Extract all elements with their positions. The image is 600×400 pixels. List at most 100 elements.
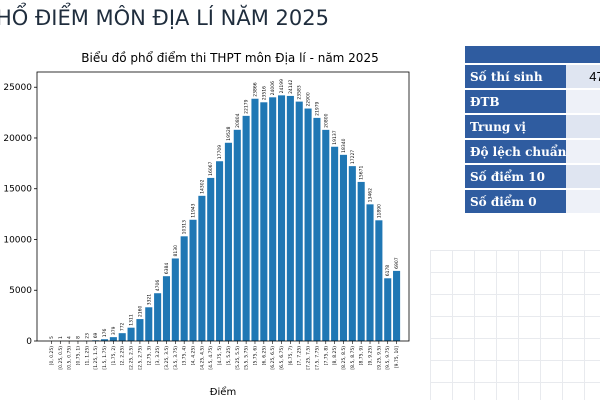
stats-row: Trung vị: [465, 115, 600, 138]
bar-value-label: 16067: [208, 161, 214, 175]
x-tick-label: [8, 8.25): [332, 346, 338, 365]
bar: [375, 220, 383, 341]
bar: [233, 129, 241, 341]
stats-row: Độ lệch chuẩn: [465, 140, 600, 163]
bar-value-label: 8130: [173, 245, 179, 257]
x-tick-label: [3, 3.25): [155, 346, 161, 365]
x-tick-label: [3.25, 3.5): [164, 346, 170, 370]
y-tick-label: 5000: [9, 286, 32, 296]
bar: [118, 333, 126, 341]
stats-value: 476: [566, 65, 600, 88]
bar: [154, 293, 162, 341]
x-tick-label: [9.5, 9.75): [385, 346, 391, 370]
x-tick-label: [4.5, 4.75): [208, 346, 214, 370]
bar: [384, 278, 392, 341]
bar: [286, 95, 294, 341]
stats-label: ĐTB: [465, 90, 567, 113]
bar: [180, 236, 188, 341]
bar: [145, 307, 153, 341]
x-tick-label: [2.75, 3): [146, 346, 152, 365]
bar-value-label: 15671: [359, 165, 365, 179]
x-tick-label: [7.5, 7.75): [314, 346, 320, 370]
stats-row: Số điểm 10: [465, 165, 600, 188]
bar: [277, 95, 286, 341]
stats-value: [566, 165, 600, 188]
bar: [313, 117, 321, 341]
bar-value-label: 69: [93, 332, 99, 338]
bar-value-label: 3321: [146, 294, 152, 306]
x-tick-label: [5.75, 6): [252, 346, 258, 365]
x-tick-label: [1.5, 1.75): [102, 346, 108, 370]
bar-value-label: 8: [75, 336, 81, 339]
bar-value-label: 23: [84, 333, 90, 339]
x-tick-label: [7, 7.25): [297, 346, 303, 365]
bar-value-label: 1: [58, 336, 64, 339]
y-tick-label: 10000: [3, 235, 32, 245]
bar-value-label: 21979: [314, 101, 320, 115]
x-tick-label: [9, 9.25): [368, 346, 374, 365]
x-tick-label: [5.25, 5.5): [235, 346, 241, 370]
bar-value-label: 20804: [235, 113, 241, 127]
x-tick-label: [1.75, 2): [111, 346, 117, 365]
bar-value-label: 23866: [252, 82, 258, 96]
bar-value-label: 10313: [182, 220, 188, 234]
stats-header-row: [465, 46, 600, 63]
x-tick-label: [1, 1.25): [84, 346, 90, 365]
x-tick-label: [6.25, 6.5): [270, 346, 276, 370]
stats-label: Số điểm 10: [465, 165, 567, 188]
bar: [189, 219, 197, 341]
stats-label: Số điểm 0: [465, 190, 567, 213]
x-tick-label: [5.5, 5.75): [244, 346, 250, 370]
bar: [100, 339, 109, 341]
x-tick-label: [0, 0.25): [49, 346, 55, 365]
x-tick-label: [5, 5.25): [226, 346, 232, 365]
bar-value-label: 24199: [279, 79, 285, 93]
bar-value-label: 13462: [368, 188, 374, 202]
bar: [366, 204, 374, 341]
bar: [331, 146, 339, 341]
x-tick-label: [2.5, 2.75): [137, 346, 143, 370]
bar: [198, 195, 206, 341]
bar-value-label: 772: [120, 322, 126, 331]
x-axis: [0, 0.25) [0.25, 0.5) [0.5, 0.75) [0.75, 1)…: [49, 341, 400, 370]
x-axis-label: Điểm: [210, 385, 236, 398]
bar-value-label: 14302: [199, 179, 205, 193]
stats-label: Trung vị: [465, 115, 567, 138]
bar: [260, 102, 268, 341]
bar-value-label: 1311: [129, 314, 135, 326]
stats-value: [566, 140, 600, 163]
bar-value-label: 5: [49, 336, 55, 339]
background-grid: [430, 250, 600, 400]
bar: [251, 98, 259, 341]
x-tick-label: [2.25, 2.5): [129, 346, 135, 370]
y-axis: 0 5000 10000 15000 20000 25000: [3, 83, 37, 347]
bar-value-label: 17227: [350, 150, 356, 164]
bar: [136, 319, 144, 341]
bar-value-label: 20800: [323, 113, 329, 127]
bar: [322, 129, 330, 341]
stats-value: [566, 115, 600, 138]
x-tick-label: [1.25, 1.5): [93, 346, 99, 370]
bar-value-label: 19137: [332, 130, 338, 144]
bar: [339, 154, 348, 341]
stats-label: Độ lệch chuẩn: [465, 140, 567, 163]
bar: [348, 166, 356, 341]
stats-row: ĐTB: [465, 90, 600, 113]
bar-value-label: 17709: [217, 145, 223, 159]
bar-value-label: 18340: [341, 138, 347, 152]
stats-value: [566, 46, 600, 63]
bar: [171, 258, 179, 341]
x-tick-label: [8.5, 8.75): [350, 346, 356, 370]
bar-value-label: 22179: [244, 99, 250, 113]
bar-value-label: 11943: [191, 203, 197, 217]
bars-group: [47, 95, 401, 341]
bar: [304, 108, 312, 341]
bar: [269, 97, 277, 341]
y-tick-label: 0: [26, 337, 32, 347]
x-tick-label: [4, 4.25): [191, 346, 197, 365]
bar-value-label: 4706: [155, 280, 161, 292]
bar-value-label: 2160: [137, 305, 143, 317]
stats-row: Số điểm 0: [465, 190, 600, 213]
x-tick-label: [0.5, 0.75): [67, 346, 73, 370]
